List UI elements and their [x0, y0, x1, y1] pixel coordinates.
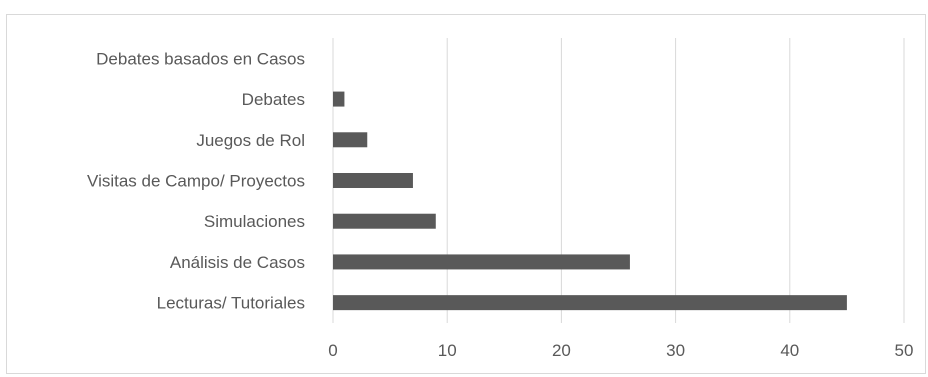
category-labels: Lecturas/ Tutoriales Análisis de Casos Sim… — [87, 49, 305, 312]
bars — [333, 91, 847, 311]
x-tick-label: 10 — [438, 341, 457, 360]
grid-lines — [332, 38, 905, 323]
category-label: Debates basados en Casos — [96, 49, 305, 68]
bar — [333, 254, 630, 270]
bar — [333, 132, 368, 148]
x-tick-label: 30 — [666, 341, 685, 360]
x-tick-label: 40 — [780, 341, 799, 360]
category-label: Juegos de Rol — [196, 131, 305, 150]
chart-frame — [6, 14, 926, 374]
x-tick-label: 50 — [895, 341, 914, 360]
x-tick-label: 0 — [328, 341, 337, 360]
bar — [333, 91, 345, 107]
category-label: Simulaciones — [204, 212, 305, 231]
category-label: Debates — [242, 90, 305, 109]
bar — [333, 295, 847, 311]
x-tick-label: 20 — [552, 341, 571, 360]
category-label: Lecturas/ Tutoriales — [157, 294, 305, 313]
bar — [333, 173, 413, 188]
x-tick-labels: 0 10 20 30 40 50 — [328, 341, 913, 360]
category-label: Visitas de Campo/ Proyectos — [87, 172, 305, 191]
bar — [333, 213, 436, 229]
category-label: Análisis de Casos — [170, 253, 305, 272]
